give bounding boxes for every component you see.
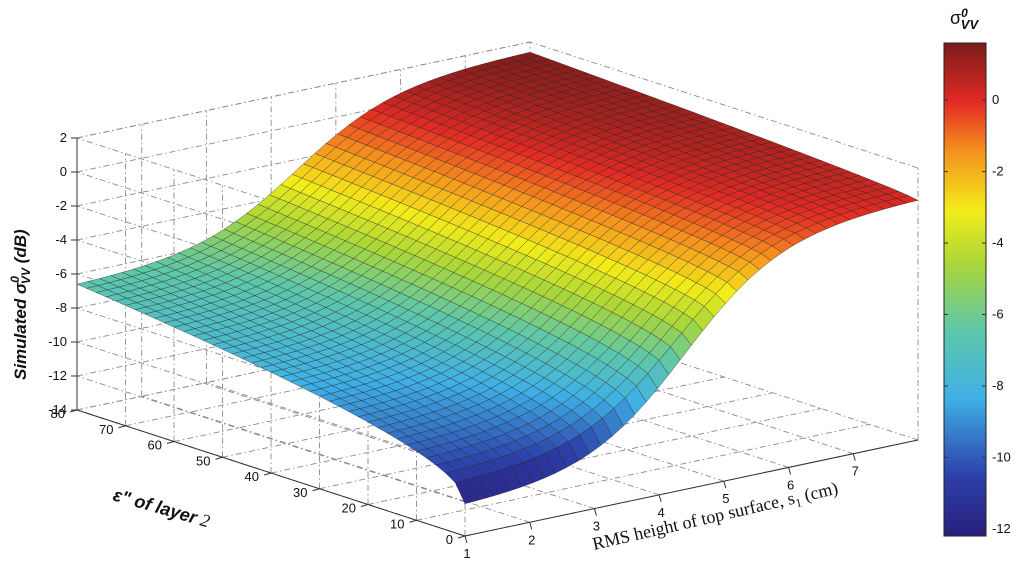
y-tick-mark — [118, 425, 126, 429]
x-tick-label: 4 — [658, 505, 665, 520]
colorbar-ticks: -12 -10 -8 -6 -4 -2 0 — [944, 92, 1011, 536]
y-tick-label: 20 — [342, 501, 356, 516]
z-tick-label: -10 — [48, 334, 67, 349]
y-tick-mark — [215, 456, 223, 460]
grid-line — [76, 75, 531, 173]
x-tick-label: 5 — [722, 491, 729, 506]
colorbar-tick-label: -2 — [992, 164, 1004, 179]
grid-line — [76, 109, 531, 207]
y-tick-label: 40 — [245, 469, 259, 484]
colorbar — [943, 42, 987, 537]
x-tick-mark — [658, 494, 662, 502]
x-axis-line — [464, 439, 919, 537]
y-tick-label: 0 — [446, 532, 453, 547]
z-tick-label: 0 — [60, 164, 67, 179]
colorbar-title: σ0 VV — [950, 6, 979, 32]
grid-line — [76, 41, 531, 139]
z-tick-label: -6 — [55, 266, 67, 281]
y-tick-label: 60 — [148, 438, 162, 453]
z-tick-label: 2 — [60, 130, 67, 145]
y-tick-label: 80 — [51, 406, 65, 421]
x-tick-mark — [464, 535, 468, 544]
y-tick-mark — [69, 409, 78, 413]
colorbar-tick-label: 0 — [992, 92, 999, 107]
y-axis-label: ε" of layer 2 — [111, 485, 212, 532]
x-tick-label: 6 — [787, 477, 794, 492]
z-tick-label: -12 — [48, 368, 67, 383]
y-tick-label: 70 — [99, 422, 113, 437]
y-tick-label: 50 — [196, 453, 210, 468]
grid-line — [416, 423, 870, 521]
y-tick-mark — [409, 519, 417, 523]
x-tick-mark — [788, 467, 792, 475]
x-tick-mark — [529, 522, 533, 530]
y-tick-label: 10 — [390, 516, 404, 531]
colorbar-tick-label: -12 — [992, 521, 1011, 536]
y-tick-mark — [457, 535, 466, 539]
z-tick-label: -4 — [55, 232, 67, 247]
z-axis-label: Simulated σ0VV (dB) — [8, 229, 33, 380]
grid-line — [76, 375, 466, 503]
y-tick-mark — [263, 472, 272, 476]
grid-line — [367, 408, 822, 505]
surface-cell — [896, 195, 919, 204]
surface-mesh — [76, 52, 919, 504]
z-tick-label: -2 — [55, 198, 67, 213]
x-tick-label: 7 — [852, 464, 859, 479]
colorbar-tick-label: -4 — [992, 235, 1004, 250]
x-tick-label: 1 — [463, 546, 470, 561]
y-tick-mark — [312, 488, 320, 492]
colorbar-tick-label: -10 — [992, 449, 1011, 464]
colorbar-tick-label: -8 — [992, 378, 1004, 393]
y-tick-label: 30 — [293, 485, 307, 500]
x-tick-label: 3 — [593, 519, 600, 534]
grid-line — [529, 41, 919, 169]
x-tick-label: 2 — [528, 532, 535, 547]
axis-ticks: -14-12-10-8-6-4-202010203040506070801234… — [48, 130, 859, 561]
z-tick-label: -14 — [48, 402, 67, 417]
x-tick-mark — [852, 453, 856, 461]
y-tick-mark — [166, 441, 175, 444]
x-axis-label: RMS height of top surface, s1 (cm) — [590, 478, 840, 557]
z-tick-label: -8 — [55, 300, 67, 315]
x-tick-mark — [723, 481, 727, 489]
colorbar-tick-label: -6 — [992, 307, 1004, 322]
x-tick-mark — [593, 508, 597, 516]
y-tick-mark — [360, 504, 369, 507]
